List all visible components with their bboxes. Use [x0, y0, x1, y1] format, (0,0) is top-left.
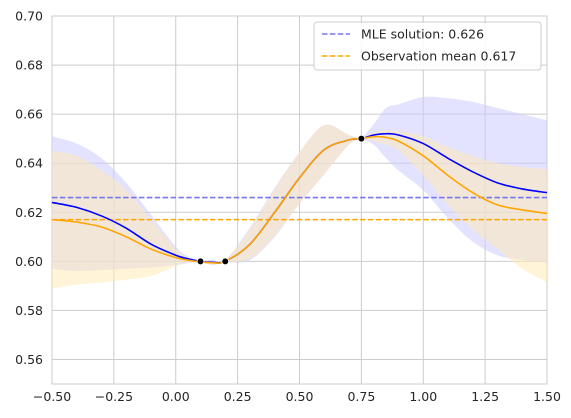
observation-point	[221, 257, 230, 266]
legend-label-observation-mean: Observation mean 0.617	[361, 49, 516, 64]
y-tick-label: 0.68	[15, 58, 43, 73]
x-tick-label: 0.50	[286, 389, 314, 404]
x-tick-label: 1.25	[471, 389, 499, 404]
x-tick-label: 0.00	[162, 389, 190, 404]
observation-point	[196, 257, 205, 266]
x-tick-label: −0.50	[33, 389, 71, 404]
x-tick-label: 0.25	[224, 389, 252, 404]
y-tick-label: 0.56	[15, 352, 43, 367]
y-tick-label: 0.58	[15, 303, 43, 318]
observation-point	[357, 134, 366, 143]
y-tick-label: 0.66	[15, 107, 43, 122]
series-line-observation-mean	[51, 135, 548, 265]
y-axis-ticks: 0.56 0.58 0.60 0.62 0.64 0.66 0.68 0.70	[15, 9, 43, 367]
legend-box	[313, 21, 542, 71]
y-tick-label: 0.70	[15, 9, 43, 24]
x-tick-label: −0.25	[95, 389, 133, 404]
legend-label-mle: MLE solution: 0.626	[361, 27, 484, 42]
observation-points	[196, 134, 366, 266]
legend: MLE solution: 0.626 Observation mean 0.6…	[313, 21, 542, 71]
series-lines	[51, 132, 548, 265]
confidence-bands	[52, 96, 547, 289]
y-tick-label: 0.64	[15, 156, 43, 171]
x-tick-label: 1.00	[409, 389, 437, 404]
reference-lines	[52, 196, 547, 221]
y-tick-label: 0.62	[15, 205, 43, 220]
confidence-band-observation-mean	[52, 124, 547, 289]
x-tick-label: 1.50	[533, 389, 561, 404]
x-tick-label: 0.75	[347, 389, 375, 404]
x-axis-ticks: −0.50 −0.25 0.00 0.25 0.50 0.75 1.00 1.25 1.50	[33, 389, 561, 404]
y-tick-label: 0.60	[15, 254, 43, 269]
